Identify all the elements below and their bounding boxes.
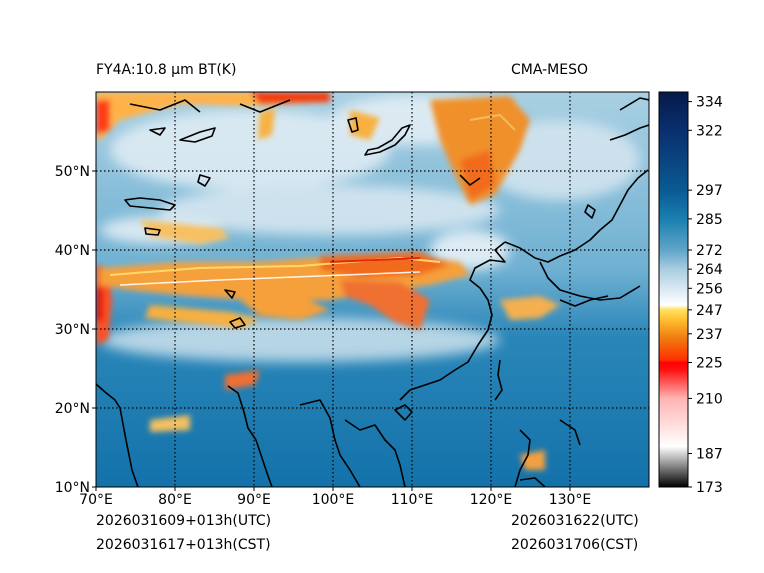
model-name: CMA-MESO (511, 62, 589, 78)
valid-time-utc: 2026031622(UTC) (511, 513, 639, 529)
lon-tick-label: 90°E (237, 492, 271, 508)
colorbar-tick-label: 237 (696, 327, 723, 343)
latitude-axis: 10°N 20°N 30°N 40°N 50°N (55, 164, 96, 496)
lon-tick-label: 80°E (158, 492, 192, 508)
colorbar-tick-label: 173 (696, 480, 723, 496)
colorbar-tick-label: 247 (696, 303, 723, 319)
valid-time-cst: 2026031706(CST) (511, 537, 639, 553)
colorbar-tick-label: 210 (696, 391, 723, 407)
colorbar-tick-label: 334 (696, 95, 723, 111)
colorbar (658, 91, 689, 488)
init-time-utc: 2026031609+013h(UTC) (96, 513, 272, 529)
lon-tick-label: 120°E (470, 492, 513, 508)
lon-tick-label: 70°E (79, 492, 113, 508)
colorbar-tick-label: 264 (696, 262, 723, 278)
lat-tick-label: 40°N (55, 243, 90, 259)
colorbar-tick-label: 256 (696, 281, 723, 297)
colorbar-tick-label: 187 (696, 446, 723, 462)
colorbar-tick-label: 322 (696, 123, 723, 139)
lat-tick-label: 10°N (55, 480, 90, 496)
colorbar-axis: 334 322 297 285 272 264 256 247 237 225 210 187 173 (688, 95, 723, 496)
lat-tick-label: 20°N (55, 401, 90, 417)
map-frame (95, 91, 650, 488)
colorbar-tick-label: 297 (696, 183, 723, 199)
init-time-cst: 2026031617+013h(CST) (96, 537, 271, 553)
colorbar-tick-label: 225 (696, 356, 723, 372)
map-title: FY4A:10.8 µm BT(K) (96, 62, 237, 78)
lon-tick-label: 130°E (549, 492, 592, 508)
colorbar-tick-label: 272 (696, 243, 723, 259)
lon-tick-label: 110°E (391, 492, 434, 508)
lat-tick-label: 50°N (55, 164, 90, 180)
lat-tick-label: 30°N (55, 322, 90, 338)
longitude-axis: 70°E 80°E 90°E 100°E 110°E 120°E 130°E (79, 487, 591, 508)
brightness-temperature-field (96, 92, 649, 487)
colorbar-tick-label: 285 (696, 212, 723, 228)
lon-tick-label: 100°E (312, 492, 355, 508)
